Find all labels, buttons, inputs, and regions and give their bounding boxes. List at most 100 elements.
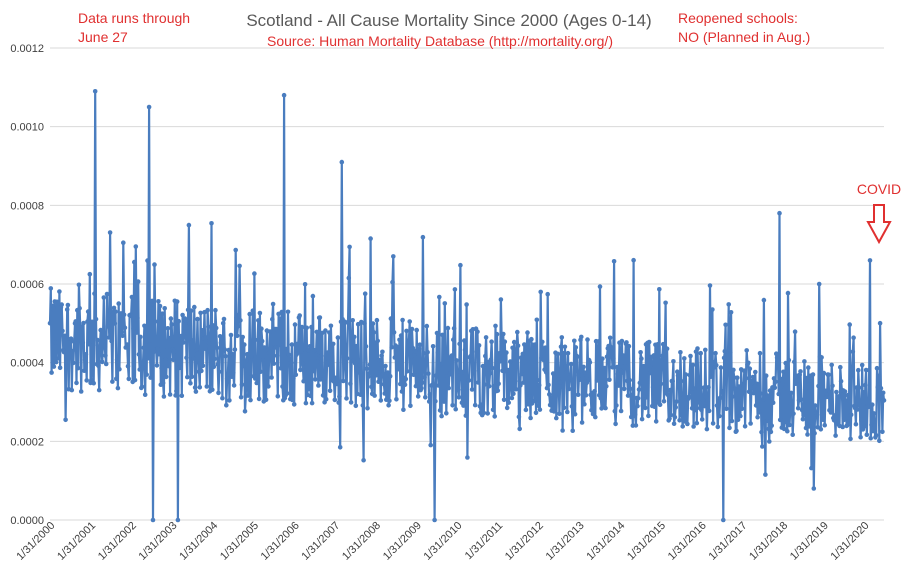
data-point (629, 392, 635, 398)
data-point (83, 352, 89, 357)
data-point (786, 357, 792, 363)
data-point (174, 299, 180, 304)
data-point (651, 353, 657, 358)
data-point (254, 380, 259, 386)
data-point (495, 388, 501, 393)
data-point (453, 406, 459, 412)
data-point (834, 410, 840, 415)
data-point (698, 350, 703, 356)
data-point (59, 302, 64, 307)
data-point (469, 387, 475, 392)
data-point (696, 400, 702, 405)
data-point (231, 383, 237, 388)
data-point (686, 394, 692, 400)
data-point (374, 317, 380, 323)
data-point (704, 426, 710, 432)
data-point (142, 392, 148, 398)
data-point (661, 398, 667, 404)
data-point (263, 397, 269, 403)
data-point (672, 415, 678, 420)
data-point (189, 374, 195, 380)
data-point (667, 387, 673, 393)
data-point (639, 356, 644, 361)
data-point (555, 351, 561, 357)
data-point (625, 393, 631, 398)
covid-label: COVID (857, 181, 901, 197)
data-point (806, 424, 812, 429)
data-point (415, 394, 421, 399)
data-point (224, 376, 230, 382)
data-point (702, 403, 707, 409)
data-point (776, 391, 781, 397)
data-point (655, 342, 661, 347)
data-point (515, 343, 521, 349)
data-point (381, 382, 387, 387)
data-point (735, 417, 741, 423)
data-point (121, 240, 126, 245)
data-point (770, 400, 776, 406)
data-point (483, 353, 488, 359)
data-point (783, 360, 788, 366)
data-point (868, 435, 873, 441)
data-point (77, 305, 82, 311)
data-point (434, 330, 440, 336)
data-point (807, 382, 813, 387)
data-point (433, 373, 439, 378)
data-point (206, 324, 211, 330)
data-point (660, 341, 666, 347)
data-point (684, 405, 689, 410)
data-point (47, 320, 53, 326)
data-point (451, 326, 457, 331)
data-point (84, 378, 89, 383)
data-point (100, 329, 106, 334)
data-point (504, 405, 510, 411)
data-point (476, 380, 481, 385)
data-point (696, 378, 701, 384)
data-point (801, 413, 806, 418)
data-point (271, 361, 277, 366)
data-point (557, 380, 563, 385)
x-tick-label: 1/31/2008 (340, 520, 383, 563)
data-point (524, 345, 529, 350)
data-point (811, 486, 817, 491)
data-point (730, 394, 735, 399)
data-point (297, 313, 303, 318)
data-point (289, 342, 295, 347)
data-point (362, 291, 368, 297)
data-point (119, 329, 125, 335)
data-point (78, 329, 83, 335)
data-point (543, 369, 549, 375)
data-point (565, 409, 570, 415)
data-point (789, 405, 795, 411)
data-point (516, 414, 522, 420)
data-point (460, 369, 466, 375)
data-point (552, 396, 558, 402)
data-point (508, 359, 513, 364)
data-point (792, 359, 797, 365)
data-point (50, 303, 55, 309)
data-point (300, 361, 306, 367)
data-point (676, 373, 682, 378)
data-point (325, 350, 331, 355)
data-point (368, 236, 373, 241)
data-point (673, 405, 678, 410)
data-point (347, 244, 352, 250)
data-point (619, 338, 625, 344)
data-point (497, 351, 502, 356)
data-point (386, 403, 391, 408)
data-point (91, 380, 96, 386)
data-point (406, 338, 412, 343)
data-point (859, 417, 864, 422)
y-tick-label: 0.0000 (10, 515, 44, 527)
data-point (876, 373, 881, 379)
data-point (580, 376, 586, 381)
data-point (129, 294, 135, 300)
data-point (464, 302, 469, 307)
data-point (772, 385, 778, 391)
data-point (102, 343, 107, 349)
data-point (242, 409, 248, 414)
data-point (856, 367, 861, 373)
data-point (181, 333, 187, 339)
data-point (365, 406, 370, 411)
data-point (861, 390, 866, 395)
